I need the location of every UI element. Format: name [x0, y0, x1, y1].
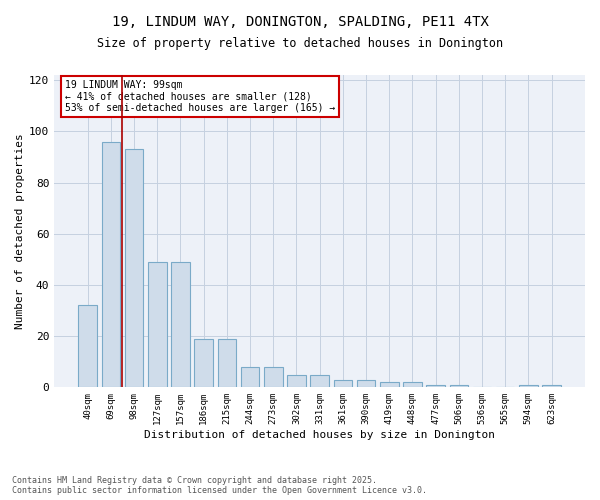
Bar: [287, 374, 306, 388]
Bar: [427, 385, 445, 388]
Bar: [334, 380, 352, 388]
Y-axis label: Number of detached properties: Number of detached properties: [15, 134, 25, 329]
Bar: [357, 380, 376, 388]
Bar: [449, 385, 468, 388]
Bar: [264, 367, 283, 388]
Bar: [519, 385, 538, 388]
Bar: [241, 367, 259, 388]
Text: 19 LINDUM WAY: 99sqm
← 41% of detached houses are smaller (128)
53% of semi-deta: 19 LINDUM WAY: 99sqm ← 41% of detached h…: [65, 80, 335, 113]
Bar: [380, 382, 398, 388]
Bar: [101, 142, 120, 388]
Bar: [194, 338, 213, 388]
Bar: [79, 306, 97, 388]
Text: 19, LINDUM WAY, DONINGTON, SPALDING, PE11 4TX: 19, LINDUM WAY, DONINGTON, SPALDING, PE1…: [112, 15, 488, 29]
Bar: [403, 382, 422, 388]
Bar: [218, 338, 236, 388]
Bar: [171, 262, 190, 388]
Bar: [125, 149, 143, 388]
Bar: [148, 262, 167, 388]
Text: Contains HM Land Registry data © Crown copyright and database right 2025.
Contai: Contains HM Land Registry data © Crown c…: [12, 476, 427, 495]
Bar: [542, 385, 561, 388]
Bar: [310, 374, 329, 388]
X-axis label: Distribution of detached houses by size in Donington: Distribution of detached houses by size …: [144, 430, 495, 440]
Text: Size of property relative to detached houses in Donington: Size of property relative to detached ho…: [97, 38, 503, 51]
